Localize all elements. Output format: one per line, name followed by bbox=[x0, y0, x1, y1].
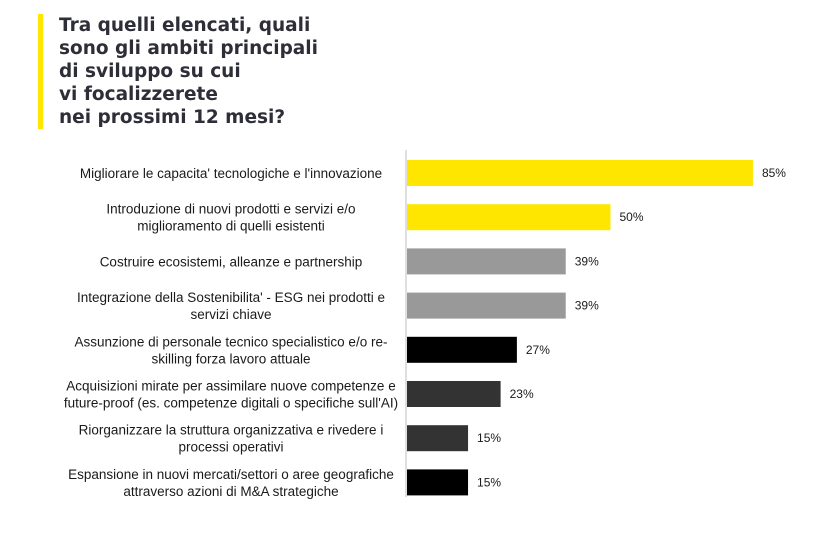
category-label: Migliorare le capacita' tecnologiche e l… bbox=[80, 166, 382, 181]
value-label: 39% bbox=[575, 299, 599, 313]
value-label: 50% bbox=[620, 210, 644, 224]
value-label: 39% bbox=[575, 254, 599, 268]
value-label: 27% bbox=[526, 343, 550, 357]
chart-title: Tra quelli elencati, quali sono gli ambi… bbox=[59, 15, 318, 128]
value-label: 23% bbox=[510, 387, 534, 401]
bar bbox=[407, 381, 501, 407]
category-label: Espansione in nuovi mercati/settori o ar… bbox=[68, 467, 394, 499]
bar bbox=[407, 160, 753, 186]
bar bbox=[407, 204, 611, 231]
category-label: Acquisizioni mirate per assimilare nuove… bbox=[64, 379, 398, 411]
value-label: 15% bbox=[477, 475, 501, 489]
category-label: Integrazione della Sostenibilita' - ESG … bbox=[77, 290, 385, 322]
bar bbox=[407, 336, 517, 363]
category-label: Costruire ecosistemi, alleanze e partner… bbox=[100, 254, 363, 269]
bar bbox=[407, 425, 469, 452]
category-label: Assunzione di personale tecnico speciali… bbox=[75, 334, 388, 366]
category-label: Riorganizzare la struttura organizzativa… bbox=[79, 423, 384, 455]
bar bbox=[407, 292, 566, 319]
bar bbox=[407, 248, 566, 275]
bar bbox=[407, 469, 469, 496]
title-block: Tra quelli elencati, quali sono gli ambi… bbox=[38, 14, 379, 129]
category-label: Introduzione di nuovi prodotti e servizi… bbox=[106, 202, 355, 234]
value-label: 15% bbox=[477, 431, 501, 445]
value-label: 85% bbox=[762, 166, 786, 180]
